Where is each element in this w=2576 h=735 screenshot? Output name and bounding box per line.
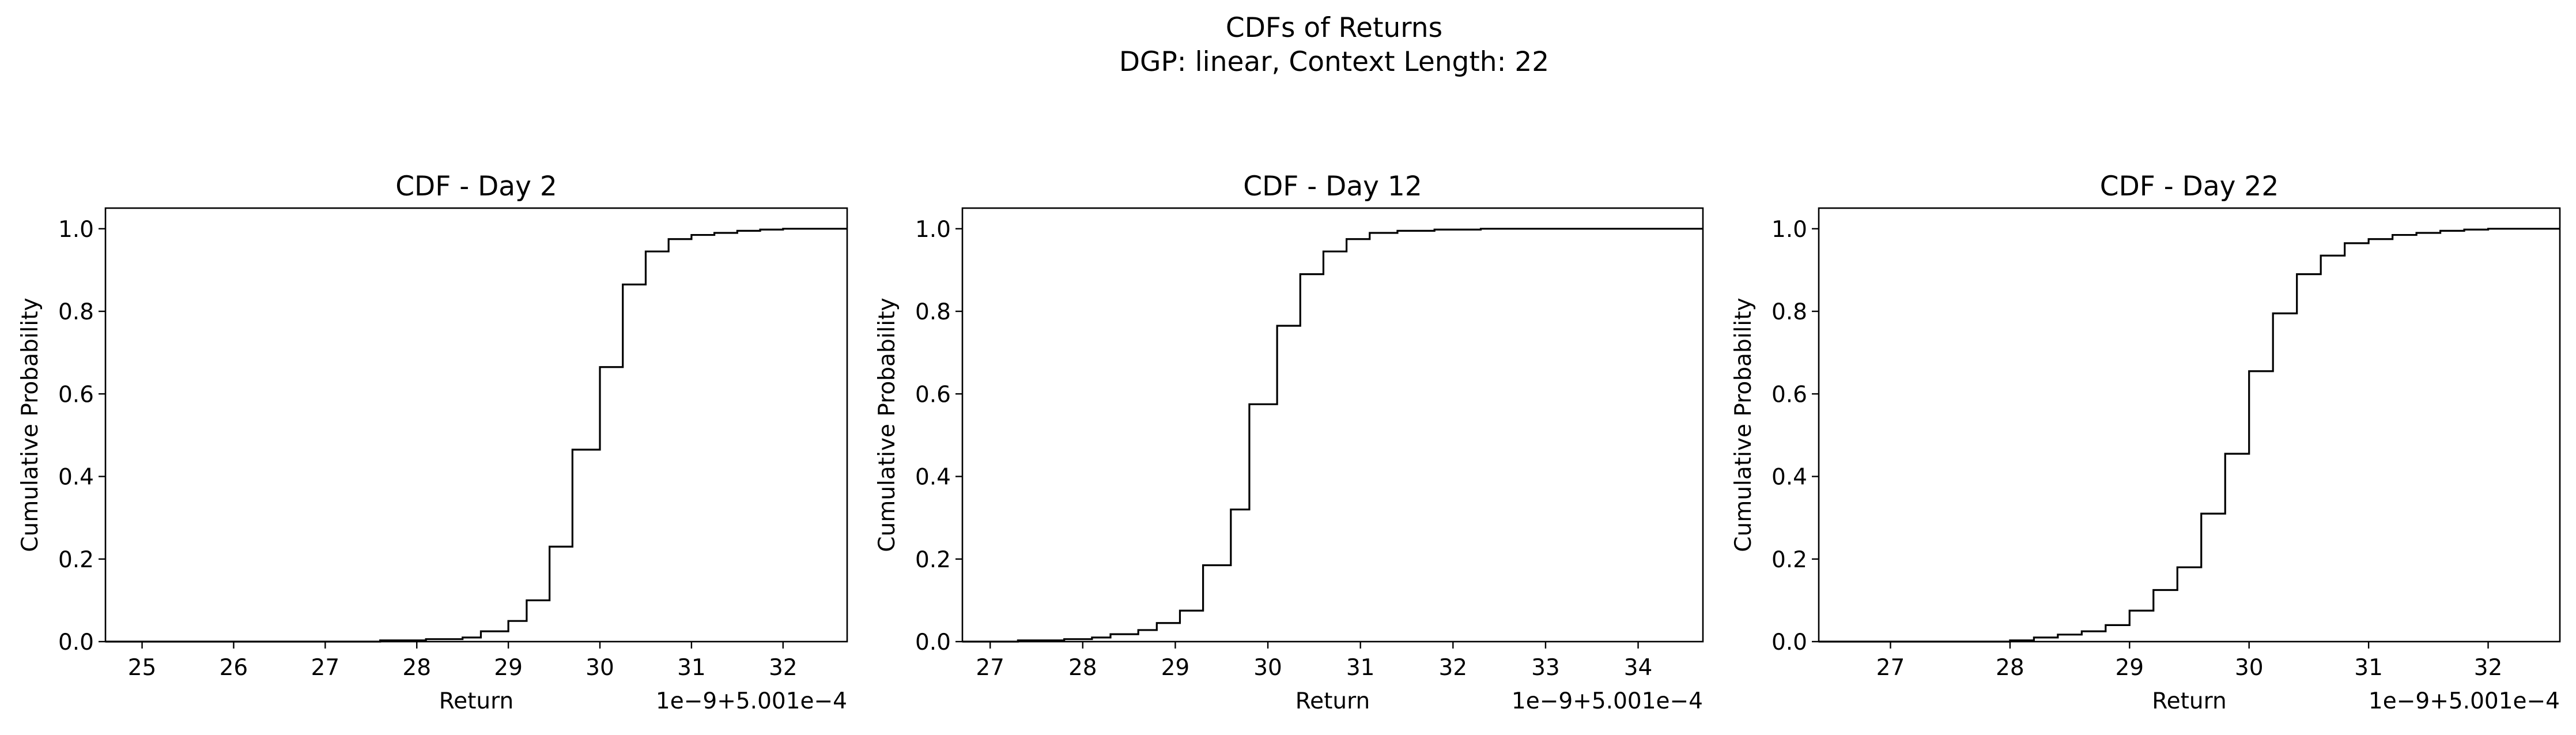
x-tick-label: 27 [1876,655,1905,681]
x-tick-label: 31 [677,655,706,681]
x-tick-label: 28 [1068,655,1097,681]
cdf-step-line [962,228,1703,643]
x-tick-label: 31 [1346,655,1375,681]
figure-title-line2: DGP: linear, Context Length: 22 [1119,46,1549,78]
cdf-step-line [105,228,847,643]
x-tick-label: 34 [1624,655,1653,681]
x-tick-label: 32 [1438,655,1467,681]
y-tick-label: 0.4 [1772,465,1807,491]
y-tick-label: 0.8 [915,299,951,325]
x-tick-label: 26 [220,655,248,681]
axes-frame [961,207,1704,643]
x-axis-label: Return [1295,688,1370,714]
subplot-2: CDF - Day 12 27 28 29 30 31 32 33 34 0.0 0.2 0.4 0.6… [874,171,1704,714]
x-tick-label: 29 [1161,655,1190,681]
y-tick-label: 0.8 [58,299,94,325]
y-tick-label: 0.4 [58,465,94,491]
y-tick-label: 0.2 [58,547,94,573]
x-tick-label: 29 [494,655,523,681]
y-tick-label: 1.0 [1772,217,1807,243]
axes-frame [1818,207,2561,643]
y-tick-label: 1.0 [915,217,951,243]
y-tick-label: 0.0 [58,630,94,655]
y-tick-label: 0.2 [915,547,951,573]
x-tick-label: 32 [2474,655,2503,681]
x-tick-label: 30 [2235,655,2264,681]
x-tick-label: 31 [2354,655,2383,681]
subplot-1: CDF - Day 2 25 26 27 28 29 30 31 32 0.0 0.2 0.4 0.6 0… [17,171,848,714]
x-axis-label: Return [2152,688,2226,714]
y-tick-label: 0.0 [915,630,951,655]
x-tick-label: 25 [128,655,157,681]
x-offset-text: 1e−9+5.001e−4 [1512,688,1703,714]
cdf-step-line [1819,228,2560,643]
y-tick-label: 0.8 [1772,299,1807,325]
x-tick-label: 29 [2115,655,2144,681]
y-tick-label: 0.6 [915,382,951,408]
y-tick-label: 1.0 [58,217,94,243]
y-tick-label: 0.6 [1772,382,1807,408]
y-axis-label: Cumulative Probability [17,297,43,552]
axes-frame [104,207,848,643]
x-tick-label: 30 [1253,655,1282,681]
y-tick-label: 0.4 [915,465,951,491]
y-tick-label: 0.6 [58,382,94,408]
x-tick-label: 32 [769,655,798,681]
y-axis-label: Cumulative Probability [874,297,900,552]
x-offset-text: 1e−9+5.001e−4 [656,688,847,714]
x-tick-label: 27 [311,655,340,681]
x-offset-text: 1e−9+5.001e−4 [2369,688,2560,714]
x-tick-label: 28 [402,655,431,681]
subplot-3: CDF - Day 22 27 28 29 30 31 32 0.0 0.2 0.4 0.6 0.8 1… [1731,171,2561,714]
y-tick-label: 0.2 [1772,547,1807,573]
subplot-title: CDF - Day 2 [395,171,557,202]
x-tick-label: 33 [1531,655,1560,681]
figure-title-line1: CDFs of Returns [1226,12,1442,44]
x-tick-label: 27 [976,655,1004,681]
x-tick-label: 28 [1996,655,2024,681]
subplot-title: CDF - Day 22 [2100,171,2279,202]
y-tick-label: 0.0 [1772,630,1807,655]
x-axis-label: Return [439,688,513,714]
subplot-title: CDF - Day 12 [1243,171,1422,202]
y-axis-label: Cumulative Probability [1731,297,1757,552]
subplot-panels: CDF - Day 2 25 26 27 28 29 30 31 32 0.0 0.2 0.4 0.6 0… [17,171,2561,714]
x-tick-label: 30 [586,655,614,681]
